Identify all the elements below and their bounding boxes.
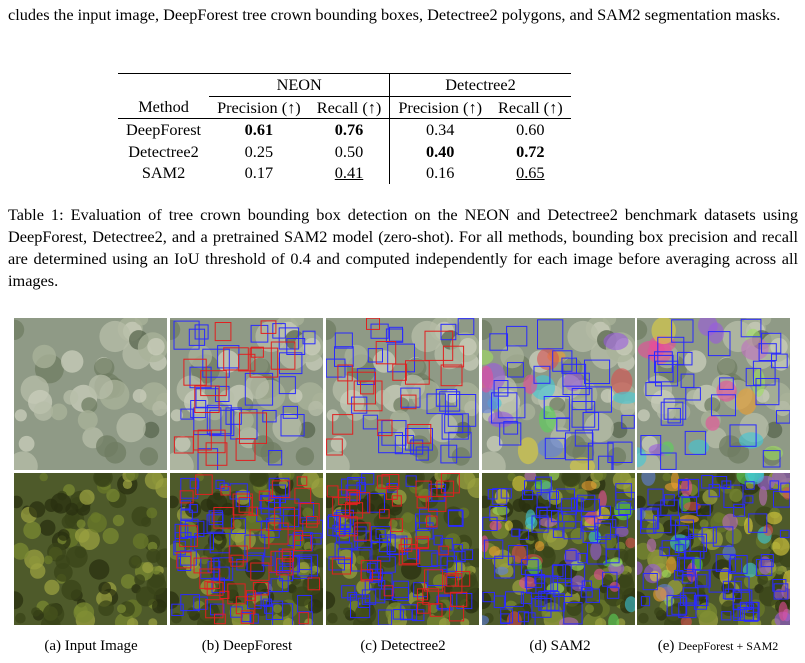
row-method: DeepForest — [126, 120, 202, 139]
figure-tile-detectree2-row1 — [326, 318, 479, 470]
cell-dt-recall: 0.65 — [516, 163, 545, 182]
figure-tile-input-row2 — [14, 473, 167, 625]
figure-tile-combo-row1 — [637, 318, 790, 470]
cell-dt-recall: 0.60 — [516, 120, 545, 139]
table-header-row: Method Precision (↑) Recall (↑) Precisio… — [118, 96, 571, 119]
group-header-neon: NEON — [209, 74, 390, 97]
aerial-image — [637, 473, 790, 625]
subcaption-e-method: DeepForest + SAM2 — [678, 639, 779, 653]
cell-dt-precision: 0.34 — [389, 118, 491, 141]
aerial-image — [482, 318, 635, 470]
figure-tile-detectree2-row2 — [326, 473, 479, 625]
subcaption-d: (d) SAM2 — [529, 638, 591, 654]
aerial-image — [14, 318, 167, 470]
cell-dt-precision: 0.40 — [389, 140, 491, 162]
table-group-header-row: NEON Detectree2 — [118, 74, 571, 97]
aerial-image — [326, 473, 479, 625]
cell-neon-recall: 0.76 — [334, 120, 364, 139]
table-row: Detectree2 0.25 0.50 0.40 0.72 — [118, 140, 571, 162]
header-neon-recall: Recall (↑) — [308, 96, 390, 119]
cell-neon-recall: 0.41 — [334, 163, 364, 182]
aerial-image — [170, 318, 323, 470]
subcaption-e: (e) DeepForest + SAM2 — [632, 638, 804, 655]
header-dt-precision: Precision (↑) — [389, 96, 491, 119]
aerial-image — [637, 318, 790, 470]
group-header-detectree2: Detectree2 — [389, 74, 571, 97]
figure-tile-sam2-row1 — [482, 318, 635, 470]
cell-neon-precision: 0.61 — [244, 120, 274, 139]
figure-tile-deepforest-row2 — [170, 473, 323, 625]
row-method: SAM2 — [141, 163, 186, 182]
header-dt-recall: Recall (↑) — [490, 96, 571, 119]
subcaption-b: (b) DeepForest — [201, 638, 293, 654]
aerial-image — [170, 473, 323, 625]
cell-dt-precision: 0.16 — [389, 162, 491, 184]
cell-dt-recall: 0.72 — [516, 141, 545, 161]
table-row: DeepForest 0.61 0.76 0.34 0.60 — [118, 118, 571, 141]
aerial-image — [14, 473, 167, 625]
cell-neon-precision: 0.17 — [244, 163, 274, 182]
aerial-image — [482, 473, 635, 625]
figure-tile-deepforest-row1 — [170, 318, 323, 470]
figure-tile-sam2-row2 — [482, 473, 635, 625]
results-table: NEON Detectree2 Method Precision (↑) Rec… — [118, 73, 571, 184]
table-row: SAM2 0.17 0.41 0.16 0.65 — [118, 162, 571, 184]
header-neon-precision: Precision (↑) — [209, 96, 309, 119]
figure-tile-combo-row2 — [637, 473, 790, 625]
header-method: Method — [118, 96, 210, 119]
aerial-image — [326, 318, 479, 470]
subcaption-c: (c) Detectree2 — [360, 638, 446, 654]
cell-neon-recall: 0.50 — [334, 141, 364, 161]
subcaption-a: (a) Input Image — [44, 638, 138, 654]
cell-neon-precision: 0.25 — [244, 141, 274, 161]
table-caption: Table 1: Evaluation of tree crown boundi… — [8, 205, 798, 290]
subcaption-e-label: (e) — [657, 638, 679, 654]
row-method: Detectree2 — [128, 141, 199, 161]
intro-paragraph: cludes the input image, DeepForest tree … — [8, 5, 781, 24]
figure-tile-input-row1 — [14, 318, 167, 470]
